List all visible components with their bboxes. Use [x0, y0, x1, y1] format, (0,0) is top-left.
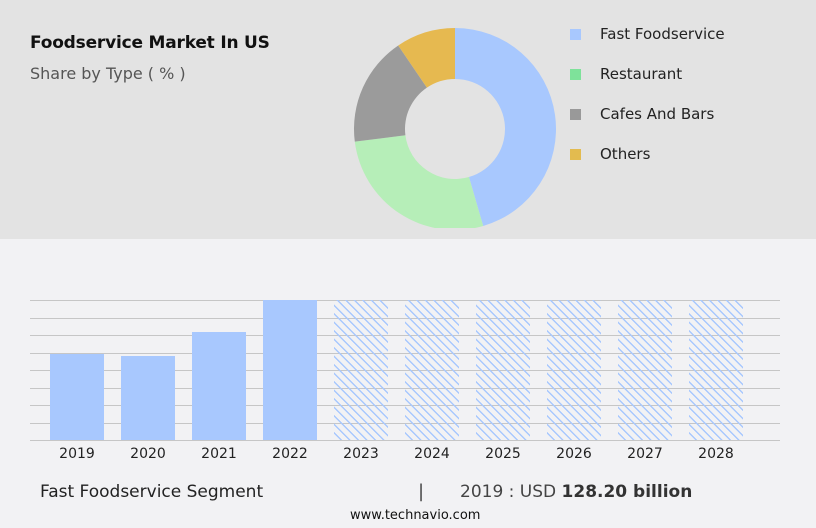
donut-slice-fast-foodservice: [455, 28, 556, 226]
footer-separator: |: [418, 481, 425, 502]
legend-swatch: [570, 108, 581, 120]
bar-2022: [263, 300, 317, 440]
chart-title: Foodservice Market In US: [30, 33, 270, 53]
legend-label: Restaurant: [600, 65, 683, 83]
segment-value-amount: 128.20 billion: [561, 482, 693, 502]
legend-label: Fast Foodservice: [600, 25, 725, 43]
segment-bar-chart: 2019 2020 2021 2022 2023 2024 2025 2026 2027 2028: [0, 240, 816, 470]
x-axis-label: 2021: [201, 446, 237, 462]
segment-name: Fast Foodservice Segment: [40, 482, 264, 502]
segment-value-prefix: 2019 : USD: [460, 482, 562, 502]
x-axis-label: 2022: [272, 446, 308, 462]
donut-chart: [0, 0, 816, 228]
legend-item-others: Others: [570, 134, 725, 174]
legend-swatch: [570, 148, 581, 160]
legend-swatch: [570, 28, 581, 40]
source-url: www.technavio.com: [350, 508, 481, 523]
chart-subtitle: Share by Type ( % ): [30, 64, 186, 83]
bar-2026: [547, 300, 601, 440]
bar-2028: [689, 300, 743, 440]
donut-slice-restaurant: [354, 135, 484, 228]
x-axis-label: 2026: [556, 446, 592, 462]
x-axis-label: 2025: [485, 446, 521, 462]
donut-legend: Fast Foodservice Restaurant Cafes And Ba…: [570, 14, 725, 174]
bar-2025: [476, 300, 530, 440]
legend-item-restaurant: Restaurant: [570, 54, 725, 94]
legend-label: Cafes And Bars: [600, 105, 715, 123]
bar-2023: [334, 300, 388, 440]
donut-slice-cafes-and-bars: [354, 45, 427, 142]
bar-2019: [50, 354, 104, 440]
segment-value: 2019 : USD 128.20 billion: [460, 482, 692, 502]
legend-item-cafes-and-bars: Cafes And Bars: [570, 94, 725, 134]
legend-swatch: [570, 68, 581, 80]
bar-2021: [192, 332, 246, 440]
bar-2020: [121, 356, 175, 440]
bar-2027: [618, 300, 672, 440]
legend-label: Others: [600, 145, 651, 163]
donut-slice-others: [398, 28, 455, 88]
x-axis-label: 2019: [59, 446, 95, 462]
x-axis-label: 2024: [414, 446, 450, 462]
bar-2024: [405, 300, 459, 440]
x-axis-label: 2023: [343, 446, 379, 462]
x-axis-label: 2028: [698, 446, 734, 462]
legend-item-fast-foodservice: Fast Foodservice: [570, 14, 725, 54]
gridline: [30, 440, 780, 441]
x-axis-label: 2020: [130, 446, 166, 462]
share-by-type-panel: Foodservice Market In US Share by Type (…: [0, 0, 816, 239]
x-axis-label: 2027: [627, 446, 663, 462]
